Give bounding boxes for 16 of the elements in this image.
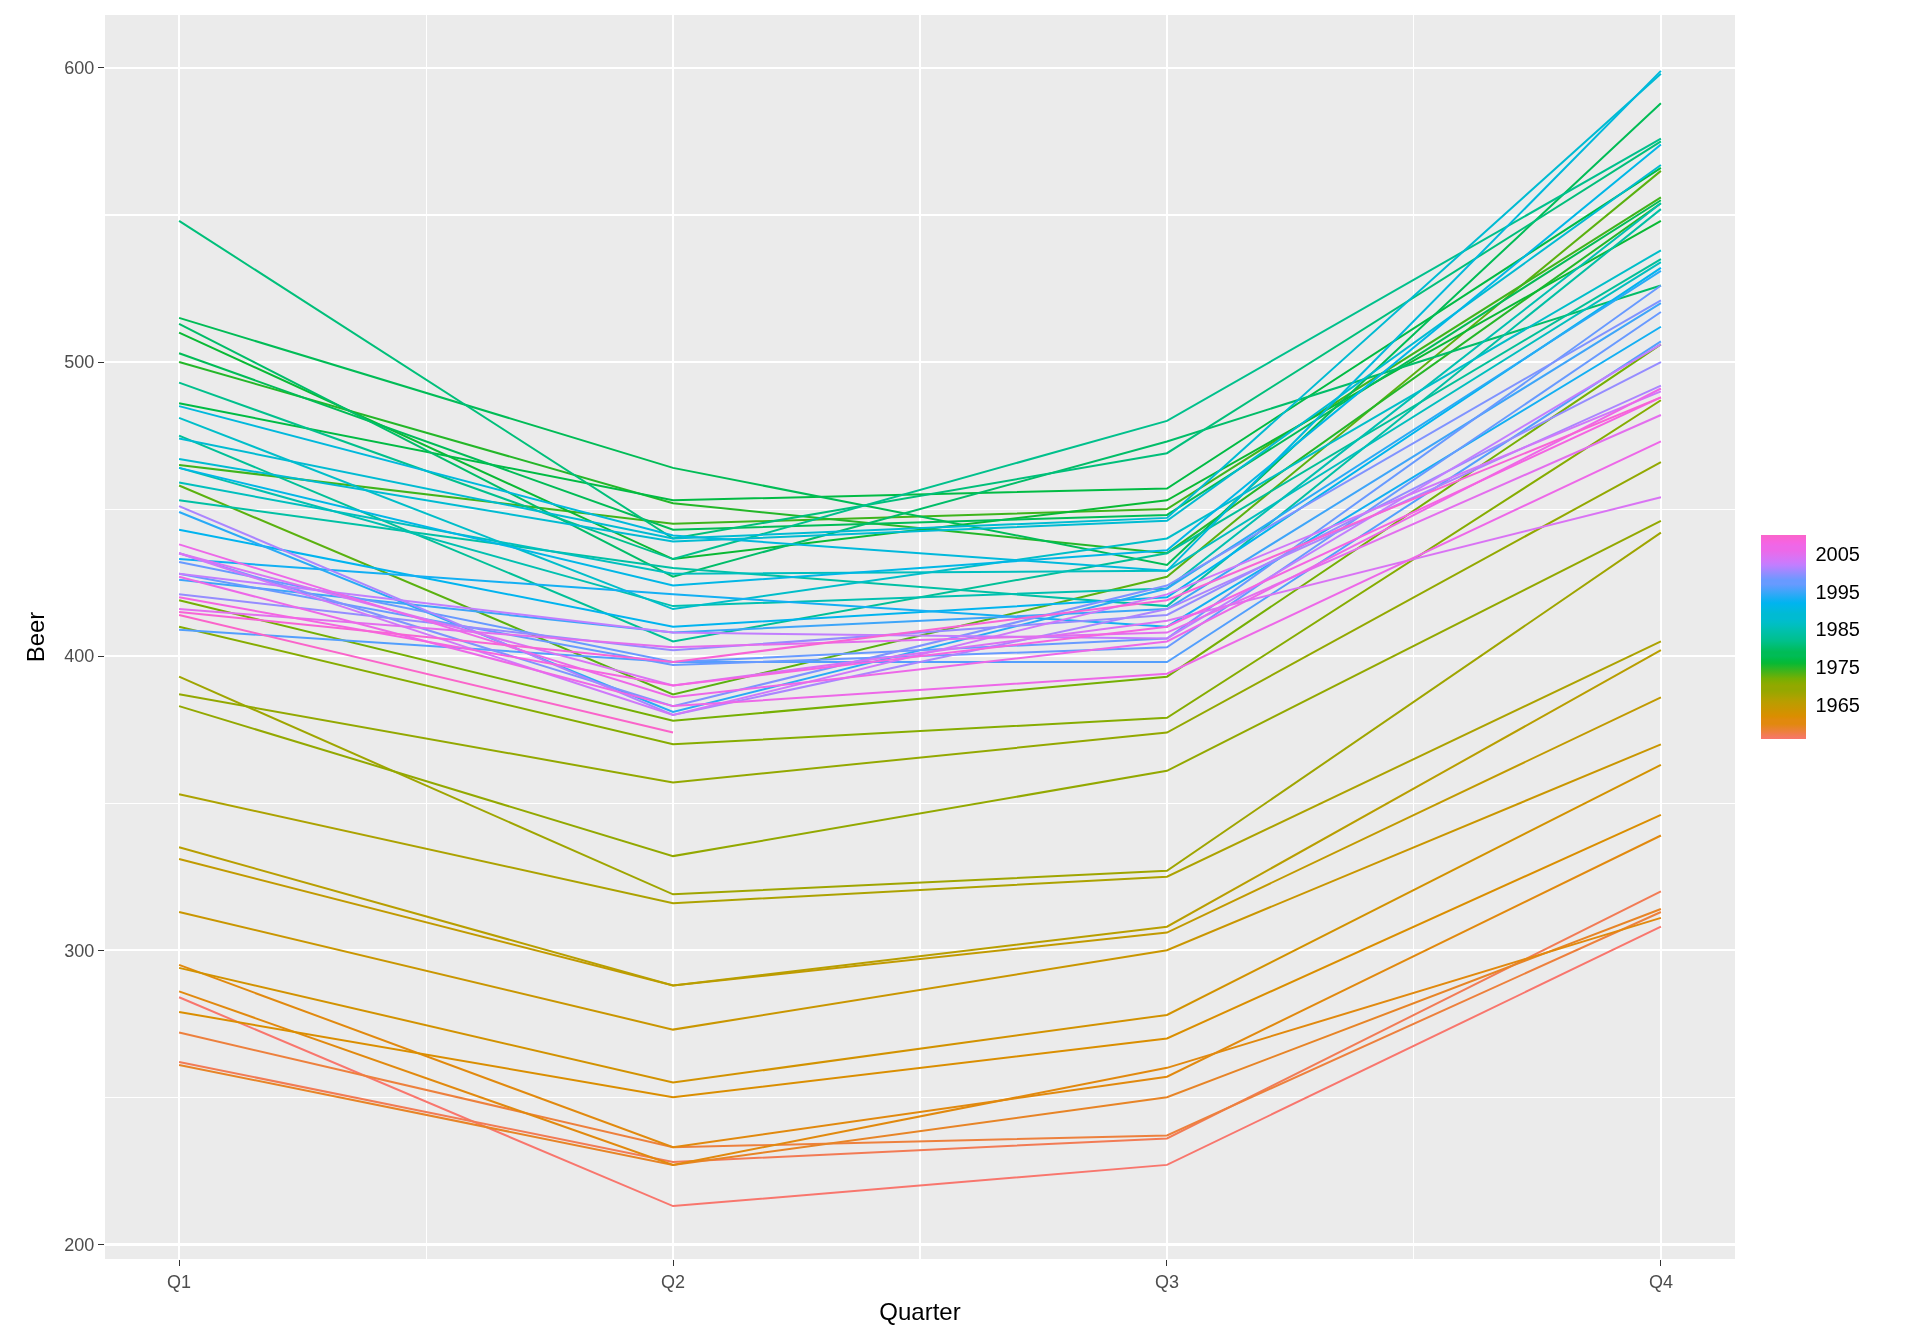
color-bar-label: 1965: [1815, 694, 1860, 716]
y-tick-label: 400: [64, 646, 95, 667]
y-tick-label: 500: [64, 352, 95, 373]
y-axis-title: Beer: [22, 611, 50, 663]
y-tick-label: 200: [64, 1234, 95, 1255]
color-bar-label: 2005: [1815, 542, 1860, 565]
x-tick-label: Q4: [1648, 1271, 1673, 1292]
color-bar-label: 1985: [1815, 618, 1860, 641]
y-tick-label: 600: [64, 58, 95, 79]
y-tick-label: 300: [64, 940, 95, 961]
x-tick-label: Q2: [661, 1271, 686, 1292]
x-tick-label: Q3: [1154, 1271, 1179, 1292]
x-tick-label: Q1: [167, 1271, 192, 1292]
x-axis-title: Quarter: [879, 1297, 961, 1325]
color-bar-label: 1995: [1815, 580, 1860, 603]
color-bar-label: 1975: [1815, 656, 1860, 679]
